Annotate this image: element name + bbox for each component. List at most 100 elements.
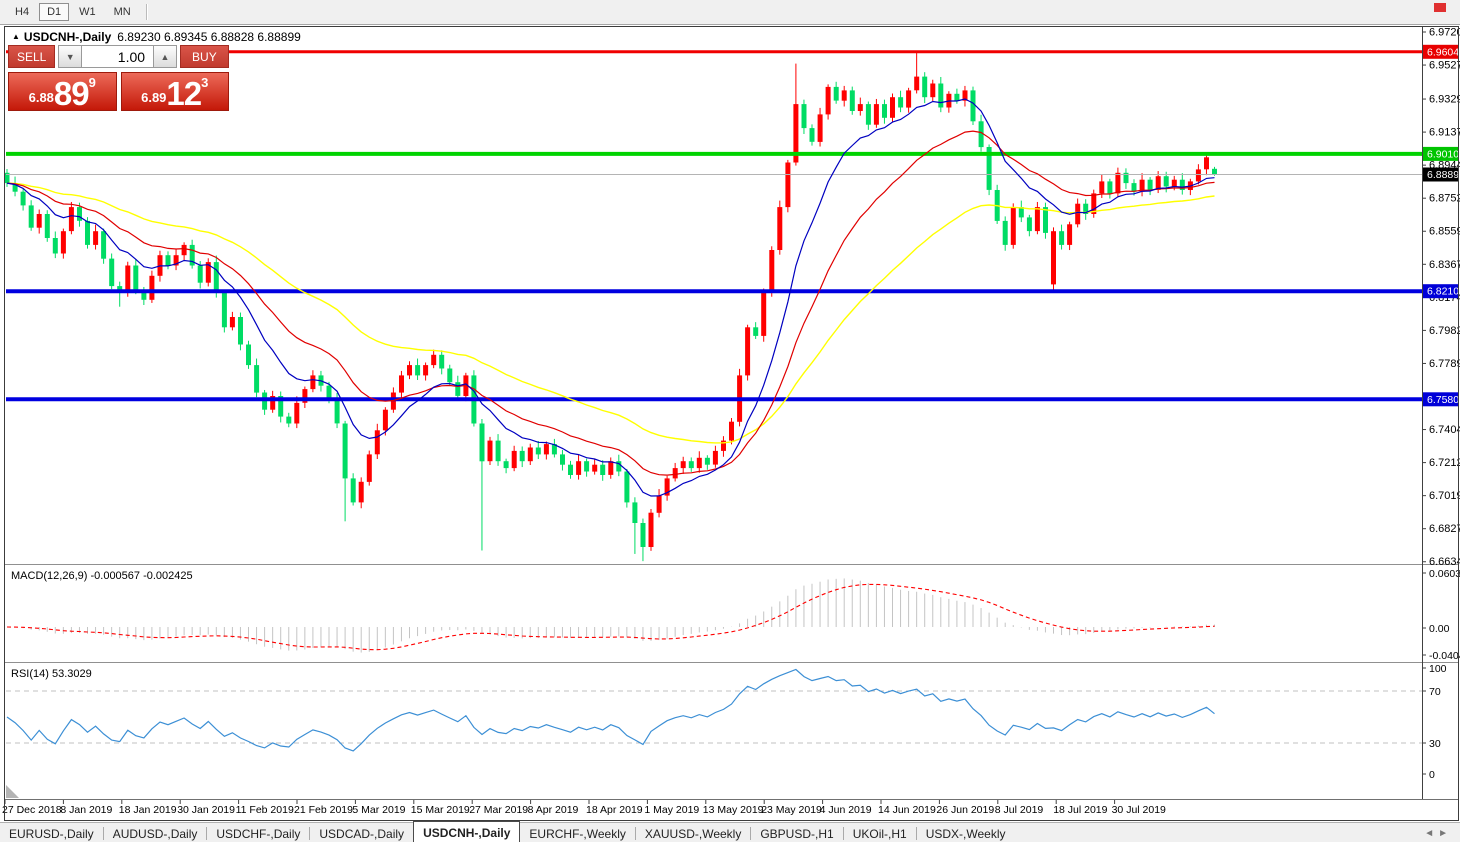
svg-text:8 Jan 2019: 8 Jan 2019 [60,804,112,816]
svg-text:6.88899: 6.88899 [1427,169,1460,181]
toolbar-separator [145,4,148,20]
tab-usdcad-daily[interactable]: USDCAD-,Daily [319,826,405,841]
svg-text:8 Apr 2019: 8 Apr 2019 [528,804,579,816]
tab-scroll-left-icon[interactable]: ◄ [1424,827,1439,839]
trade-price-row: 6.88 89 9 6.89 12 3 [8,72,229,111]
rsi-value: 53.3029 [51,668,92,680]
macd-pane-title: MACD(12,26,9) -0.000567 -0.002425 [11,570,193,582]
svg-text:6.77895: 6.77895 [1429,358,1460,370]
svg-text:6.72120: 6.72120 [1429,457,1460,469]
tab-divider [915,827,917,840]
svg-text:6.95275: 6.95275 [1429,60,1460,72]
macd-histogram [14,578,1215,653]
ma-slow-line [6,182,1215,444]
tab-eurusd-daily[interactable]: EURUSD-,Daily [9,826,94,841]
svg-text:6.66345: 6.66345 [1429,556,1460,568]
buy-price-pip: 3 [201,75,209,90]
buy-button[interactable]: BUY [179,45,229,68]
svg-text:0.00: 0.00 [1429,623,1450,635]
svg-text:30 Jan 2019: 30 Jan 2019 [177,804,235,816]
rsi-pane-title: RSI(14) 53.3029 [11,668,92,680]
svg-text:100: 100 [1429,663,1447,675]
svg-text:1 May 2019: 1 May 2019 [644,804,699,816]
svg-text:30 Jul 2019: 30 Jul 2019 [1112,804,1166,816]
pane-resize-gripper[interactable] [6,785,19,798]
svg-text:27 Mar 2019: 27 Mar 2019 [469,804,528,816]
svg-text:6.82103: 6.82103 [1427,286,1460,298]
record-badge-icon [1434,3,1446,12]
svg-text:11 Feb 2019: 11 Feb 2019 [236,804,294,816]
tab-divider [102,827,104,840]
svg-text:4 Jun 2019: 4 Jun 2019 [820,804,872,816]
tab-eurchf-weekly[interactable]: EURCHF-,Weekly [529,826,626,841]
svg-text:6.75804: 6.75804 [1427,394,1460,406]
ma-medium-line [6,130,1215,476]
tab-ukoil-h1[interactable]: UKOil-,H1 [852,826,907,841]
sell-price-pip: 9 [88,75,96,90]
svg-text:6.87520: 6.87520 [1429,193,1460,205]
svg-text:6.85595: 6.85595 [1429,226,1460,238]
volume-decrease-button[interactable]: ▼ [58,45,83,68]
svg-text:30: 30 [1429,738,1441,750]
sell-price-box[interactable]: 6.88 89 9 [8,72,117,111]
volume-increase-button[interactable]: ▲ [153,45,177,68]
tab-xauusd-weekly[interactable]: XAUUSD-,Weekly [644,826,742,841]
timeframe-button-d1[interactable]: D1 [39,3,70,21]
svg-text:6.79820: 6.79820 [1429,325,1460,337]
one-click-trade-panel: SELL ▼ ▲ BUY 6.88 89 9 6.89 12 3 [8,45,229,111]
buy-price-box[interactable]: 6.89 12 3 [120,72,229,112]
chart-symbol-label: USDCNH-,Daily [23,30,112,44]
ma-fast-line [6,98,1215,497]
tab-divider [206,827,208,840]
chart-tabs: EURUSD-,Daily AUDUSD-,Daily USDCHF-,Daily U… [0,821,1015,842]
svg-text:6.96044: 6.96044 [1427,46,1460,58]
svg-text:6.83670: 6.83670 [1429,259,1460,271]
tab-usdchf-daily[interactable]: USDCHF-,Daily [216,826,301,841]
macd-signal-line [6,583,1215,651]
svg-text:6.68270: 6.68270 [1429,523,1460,535]
tab-divider [750,827,752,840]
timeframe-button-w1[interactable]: W1 [79,6,96,18]
horizontal-level-lines[interactable] [6,50,1422,402]
buy-price-big: 12 [166,74,202,112]
svg-text:6.70195: 6.70195 [1429,490,1460,502]
svg-text:70: 70 [1429,686,1441,698]
tab-usdx-weekly[interactable]: USDX-,Weekly [925,826,1006,841]
sell-price-prefix: 6.88 [28,90,54,105]
tab-audusd-daily[interactable]: AUDUSD-,Daily [112,826,198,841]
timeframe-button-mn[interactable]: MN [113,6,131,18]
svg-text:18 Apr 2019: 18 Apr 2019 [586,804,643,816]
chart-ohlc-values: 6.89230 6.89345 6.88828 6.88899 [117,30,301,44]
svg-text:8 Jul 2019: 8 Jul 2019 [995,804,1044,816]
svg-text:15 Mar 2019: 15 Mar 2019 [411,804,470,816]
svg-text:0.060342: 0.060342 [1429,568,1460,580]
tab-scroll-arrows[interactable]: ◄► [1424,828,1452,839]
chart-title: ▲ USDCNH-,Daily 6.89230 6.89345 6.88828 6.… [12,30,301,44]
rsi-label: RSI(14) [11,668,49,680]
svg-text:26 Jun 2019: 26 Jun 2019 [936,804,994,816]
svg-text:6.90100: 6.90100 [1427,148,1460,160]
tab-gbpusd-h1[interactable]: GBPUSD-,H1 [760,826,834,841]
svg-text:18 Jan 2019: 18 Jan 2019 [119,804,177,816]
svg-text:6.74045: 6.74045 [1429,424,1460,436]
svg-text:-0.040415: -0.040415 [1429,650,1460,662]
volume-input[interactable] [82,45,154,68]
tab-scroll-right-icon[interactable]: ► [1438,827,1452,839]
price-axis-badges: 6.96044 6.90100 6.88899 6.82103 6.75804 [1423,44,1460,407]
macd-values: -0.000567 -0.002425 [90,570,193,582]
timeframe-buttons: H4 D1 W1 MN [6,3,140,21]
svg-text:21 Feb 2019: 21 Feb 2019 [294,804,353,816]
tab-divider [634,827,636,840]
timeframe-button-h4[interactable]: H4 [15,6,30,18]
macd-axis-labels: 0.060342 0.00 -0.040415 [1422,568,1460,662]
svg-text:23 May 2019: 23 May 2019 [761,804,822,816]
timeframe-toolbar: H4 D1 W1 MN [0,0,1460,25]
tab-usdcnh-daily[interactable]: USDCNH-,Daily [413,821,521,842]
collapse-marker-icon: ▲ [12,32,20,41]
svg-text:6.91370: 6.91370 [1429,127,1460,139]
svg-text:6.93295: 6.93295 [1429,94,1460,106]
sell-button[interactable]: SELL [8,45,56,68]
